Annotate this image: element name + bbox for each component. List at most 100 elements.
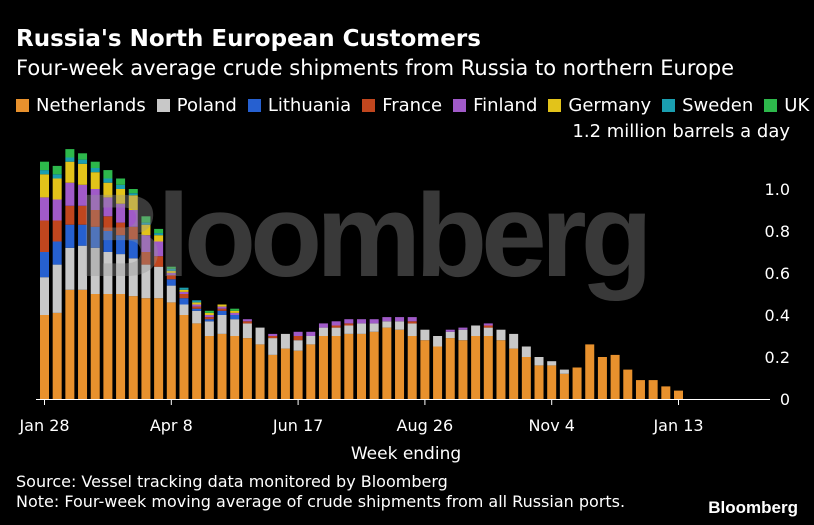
legend-label: Netherlands <box>36 95 146 116</box>
bar-segment-france <box>141 252 151 265</box>
bar-segment-lithuania <box>65 224 75 248</box>
bar-segment-sweden <box>78 159 88 164</box>
bar-segment-germany <box>116 189 126 204</box>
bar-segment-finland <box>483 323 493 326</box>
bar-segment-netherlands <box>179 315 189 399</box>
y-tick-label: 1.0 <box>765 180 790 199</box>
bar-segment-france <box>116 222 126 236</box>
bar-segment-netherlands <box>116 294 126 399</box>
bar-segment-lithuania <box>52 241 62 265</box>
bar-segment-uk <box>230 308 240 311</box>
bar-segment-france <box>344 323 354 326</box>
bar-segment-france <box>40 220 49 252</box>
legend-label: Finland <box>473 95 538 116</box>
bar-segment-france <box>293 336 303 341</box>
bar-segment-netherlands <box>268 354 278 399</box>
bar-segment-uk <box>40 161 49 171</box>
bar-segment-france <box>166 275 176 280</box>
bar-segment-netherlands <box>331 336 341 399</box>
bar-segment-france <box>90 210 100 227</box>
bar-segment-finland <box>166 273 176 276</box>
bar-segment-netherlands <box>559 373 569 399</box>
bar-segment-germany <box>166 270 176 273</box>
bar-segment-netherlands <box>103 294 113 399</box>
legend-swatch <box>453 99 467 112</box>
legend-item-poland: Poland <box>156 95 237 116</box>
bar-segment-sweden <box>128 193 138 196</box>
bar-segment-netherlands <box>154 298 164 399</box>
bar-segment-poland <box>230 319 240 336</box>
bar-segment-netherlands <box>204 336 214 399</box>
bar-segment-netherlands <box>648 380 658 399</box>
bar-segment-sweden <box>141 222 151 225</box>
bar-segment-france <box>78 205 88 225</box>
bar-segment-poland <box>280 333 290 349</box>
bar-segment-poland <box>445 331 455 339</box>
bar-segment-sweden <box>65 157 75 162</box>
legend-label: Sweden <box>682 95 754 116</box>
bar-segment-poland <box>40 277 49 315</box>
bar-segment-poland <box>128 258 138 297</box>
bar-segment-netherlands <box>661 386 671 399</box>
bar-segment-poland <box>204 321 214 336</box>
bar-segment-finland <box>445 329 455 332</box>
bar-segment-uk <box>128 189 138 194</box>
bar-segment-poland <box>331 327 341 336</box>
bar-segment-poland <box>559 369 569 374</box>
bar-segment-netherlands <box>585 344 595 399</box>
bar-segment-finland <box>331 321 341 326</box>
bar-segment-france <box>242 321 252 324</box>
bar-segment-finland <box>318 323 328 328</box>
bar-segment-finland <box>40 197 49 221</box>
bar-segment-netherlands <box>674 390 683 399</box>
bar-segment-finland <box>141 235 151 252</box>
bar-segment-finland <box>357 319 366 324</box>
bar-segment-netherlands <box>395 329 405 399</box>
bar-segment-lithuania <box>230 315 240 320</box>
bar-segment-netherlands <box>496 340 506 399</box>
bar-segment-netherlands <box>90 294 100 399</box>
bar-segment-sweden <box>40 170 49 175</box>
bar-segment-sweden <box>90 168 100 173</box>
bar-segment-netherlands <box>65 289 75 399</box>
bar-segment-poland <box>509 333 519 349</box>
bar-segment-poland <box>483 327 493 336</box>
legend-label: Poland <box>176 95 237 116</box>
bar-segment-poland <box>268 338 278 355</box>
bar-segment-netherlands <box>293 350 303 399</box>
bar-segment-netherlands <box>547 365 557 399</box>
legend-label: UK <box>784 95 810 116</box>
bar-segment-uk <box>141 216 151 223</box>
bar-segment-poland <box>255 327 265 345</box>
x-axis-label: Week ending <box>351 444 461 464</box>
bar-segment-finland <box>369 319 379 324</box>
chart-subtitle: Four-week average crude shipments from R… <box>16 56 735 80</box>
bar-segment-lithuania <box>40 252 49 278</box>
bar-segment-sweden <box>166 268 176 271</box>
bar-segment-poland <box>242 323 252 339</box>
legend-swatch <box>662 99 676 112</box>
bar-segment-uk <box>166 266 176 269</box>
bar-segment-poland <box>154 266 164 299</box>
bar-segment-france <box>103 216 113 231</box>
bar-segment-uk <box>90 161 100 168</box>
y-tick-label: 0 <box>780 390 790 409</box>
bar-segment-uk <box>52 165 62 175</box>
bar-segment-netherlands <box>166 302 176 399</box>
bar-segment-finland <box>179 291 189 294</box>
bar-segment-finland <box>382 317 392 322</box>
bar-segment-sweden <box>192 300 202 303</box>
bar-segment-netherlands <box>445 338 455 399</box>
bar-segment-france <box>407 321 417 324</box>
bar-segment-finland <box>103 197 113 217</box>
bar-segment-poland <box>534 357 544 366</box>
bar-segment-finland <box>52 199 62 221</box>
bar-segment-poland <box>407 323 417 336</box>
bar-segment-netherlands <box>509 348 519 399</box>
bar-segment-netherlands <box>382 327 392 399</box>
bar-segment-poland <box>141 264 151 299</box>
bar-segment-finland <box>293 331 303 336</box>
bar-segment-finland <box>395 317 405 322</box>
legend-label: Germany <box>568 95 652 116</box>
